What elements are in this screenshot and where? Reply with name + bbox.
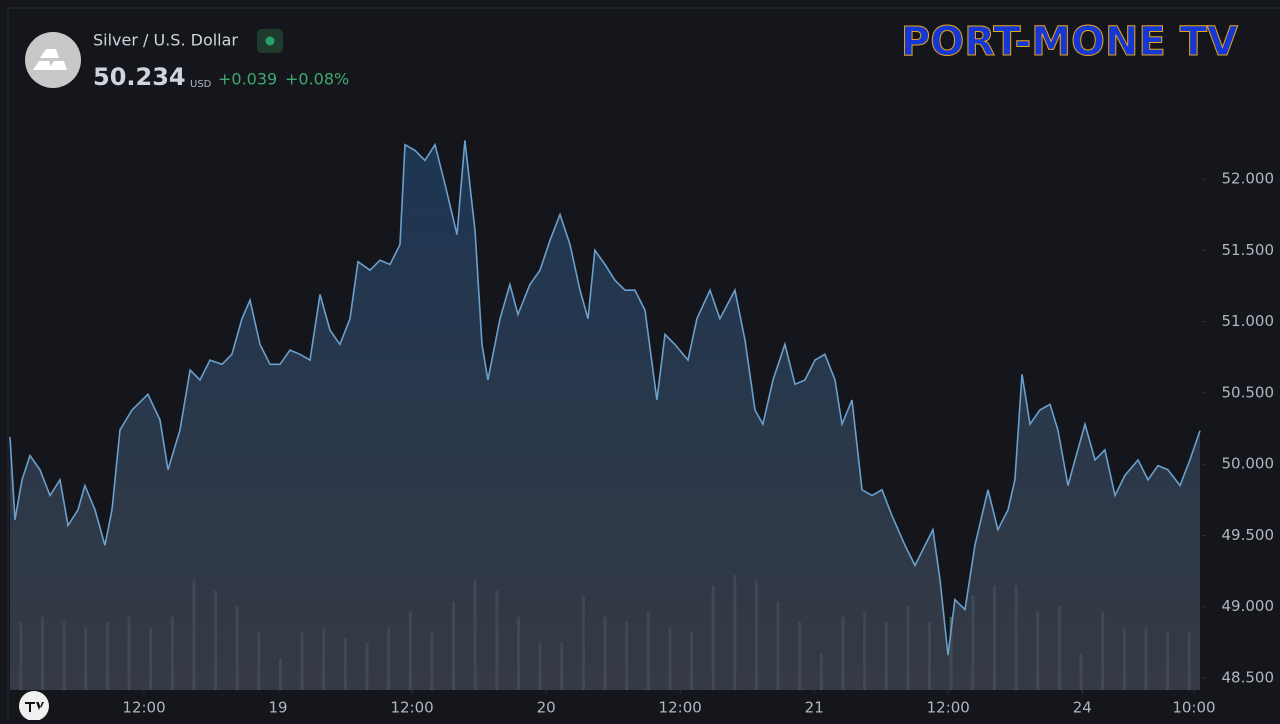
x-tick-label: 12:00 xyxy=(927,699,970,717)
brand-mark xyxy=(25,702,44,712)
x-tick-label: 21 xyxy=(805,699,824,717)
y-tick-label: 50.500 xyxy=(1222,383,1275,401)
x-tick-label: 12:00 xyxy=(659,699,702,717)
logo: PORT-MONE TV xyxy=(901,19,1238,65)
y-tick-label: 49.000 xyxy=(1222,597,1275,615)
plot-area: 48.500 49.000 49.500 50.000 50.500 51.000 51.5… xyxy=(9,140,1275,717)
change: +0.039 xyxy=(218,70,277,89)
brand-badge xyxy=(19,691,49,721)
x-tick-label: 24 xyxy=(1073,699,1092,717)
x-tick-label: 10:00 xyxy=(1172,699,1215,717)
y-tick-label: 51.000 xyxy=(1222,312,1275,330)
price-line xyxy=(9,140,1201,656)
price: 50.234 xyxy=(93,63,186,91)
x-tick-label: 19 xyxy=(269,699,288,717)
currency: USD xyxy=(190,79,212,90)
x-tick-label: 20 xyxy=(537,699,556,717)
x-tick-label: 12:00 xyxy=(390,699,433,717)
y-tick-label: 49.500 xyxy=(1222,526,1275,544)
y-tick-label: 48.500 xyxy=(1222,669,1275,687)
y-tick-label: 52.000 xyxy=(1222,169,1275,187)
symbol-icon xyxy=(25,32,81,88)
symbol-name: Silver / U.S. Dollar xyxy=(93,31,238,50)
y-tick-label: 50.000 xyxy=(1222,455,1275,473)
x-tick-label: 12:00 xyxy=(122,699,165,717)
price-area xyxy=(10,140,1200,690)
status-dot xyxy=(265,36,275,46)
y-tick-label: 51.500 xyxy=(1222,241,1275,259)
symbol-icon-bars xyxy=(33,49,67,70)
change-percent: +0.08% xyxy=(285,70,349,89)
